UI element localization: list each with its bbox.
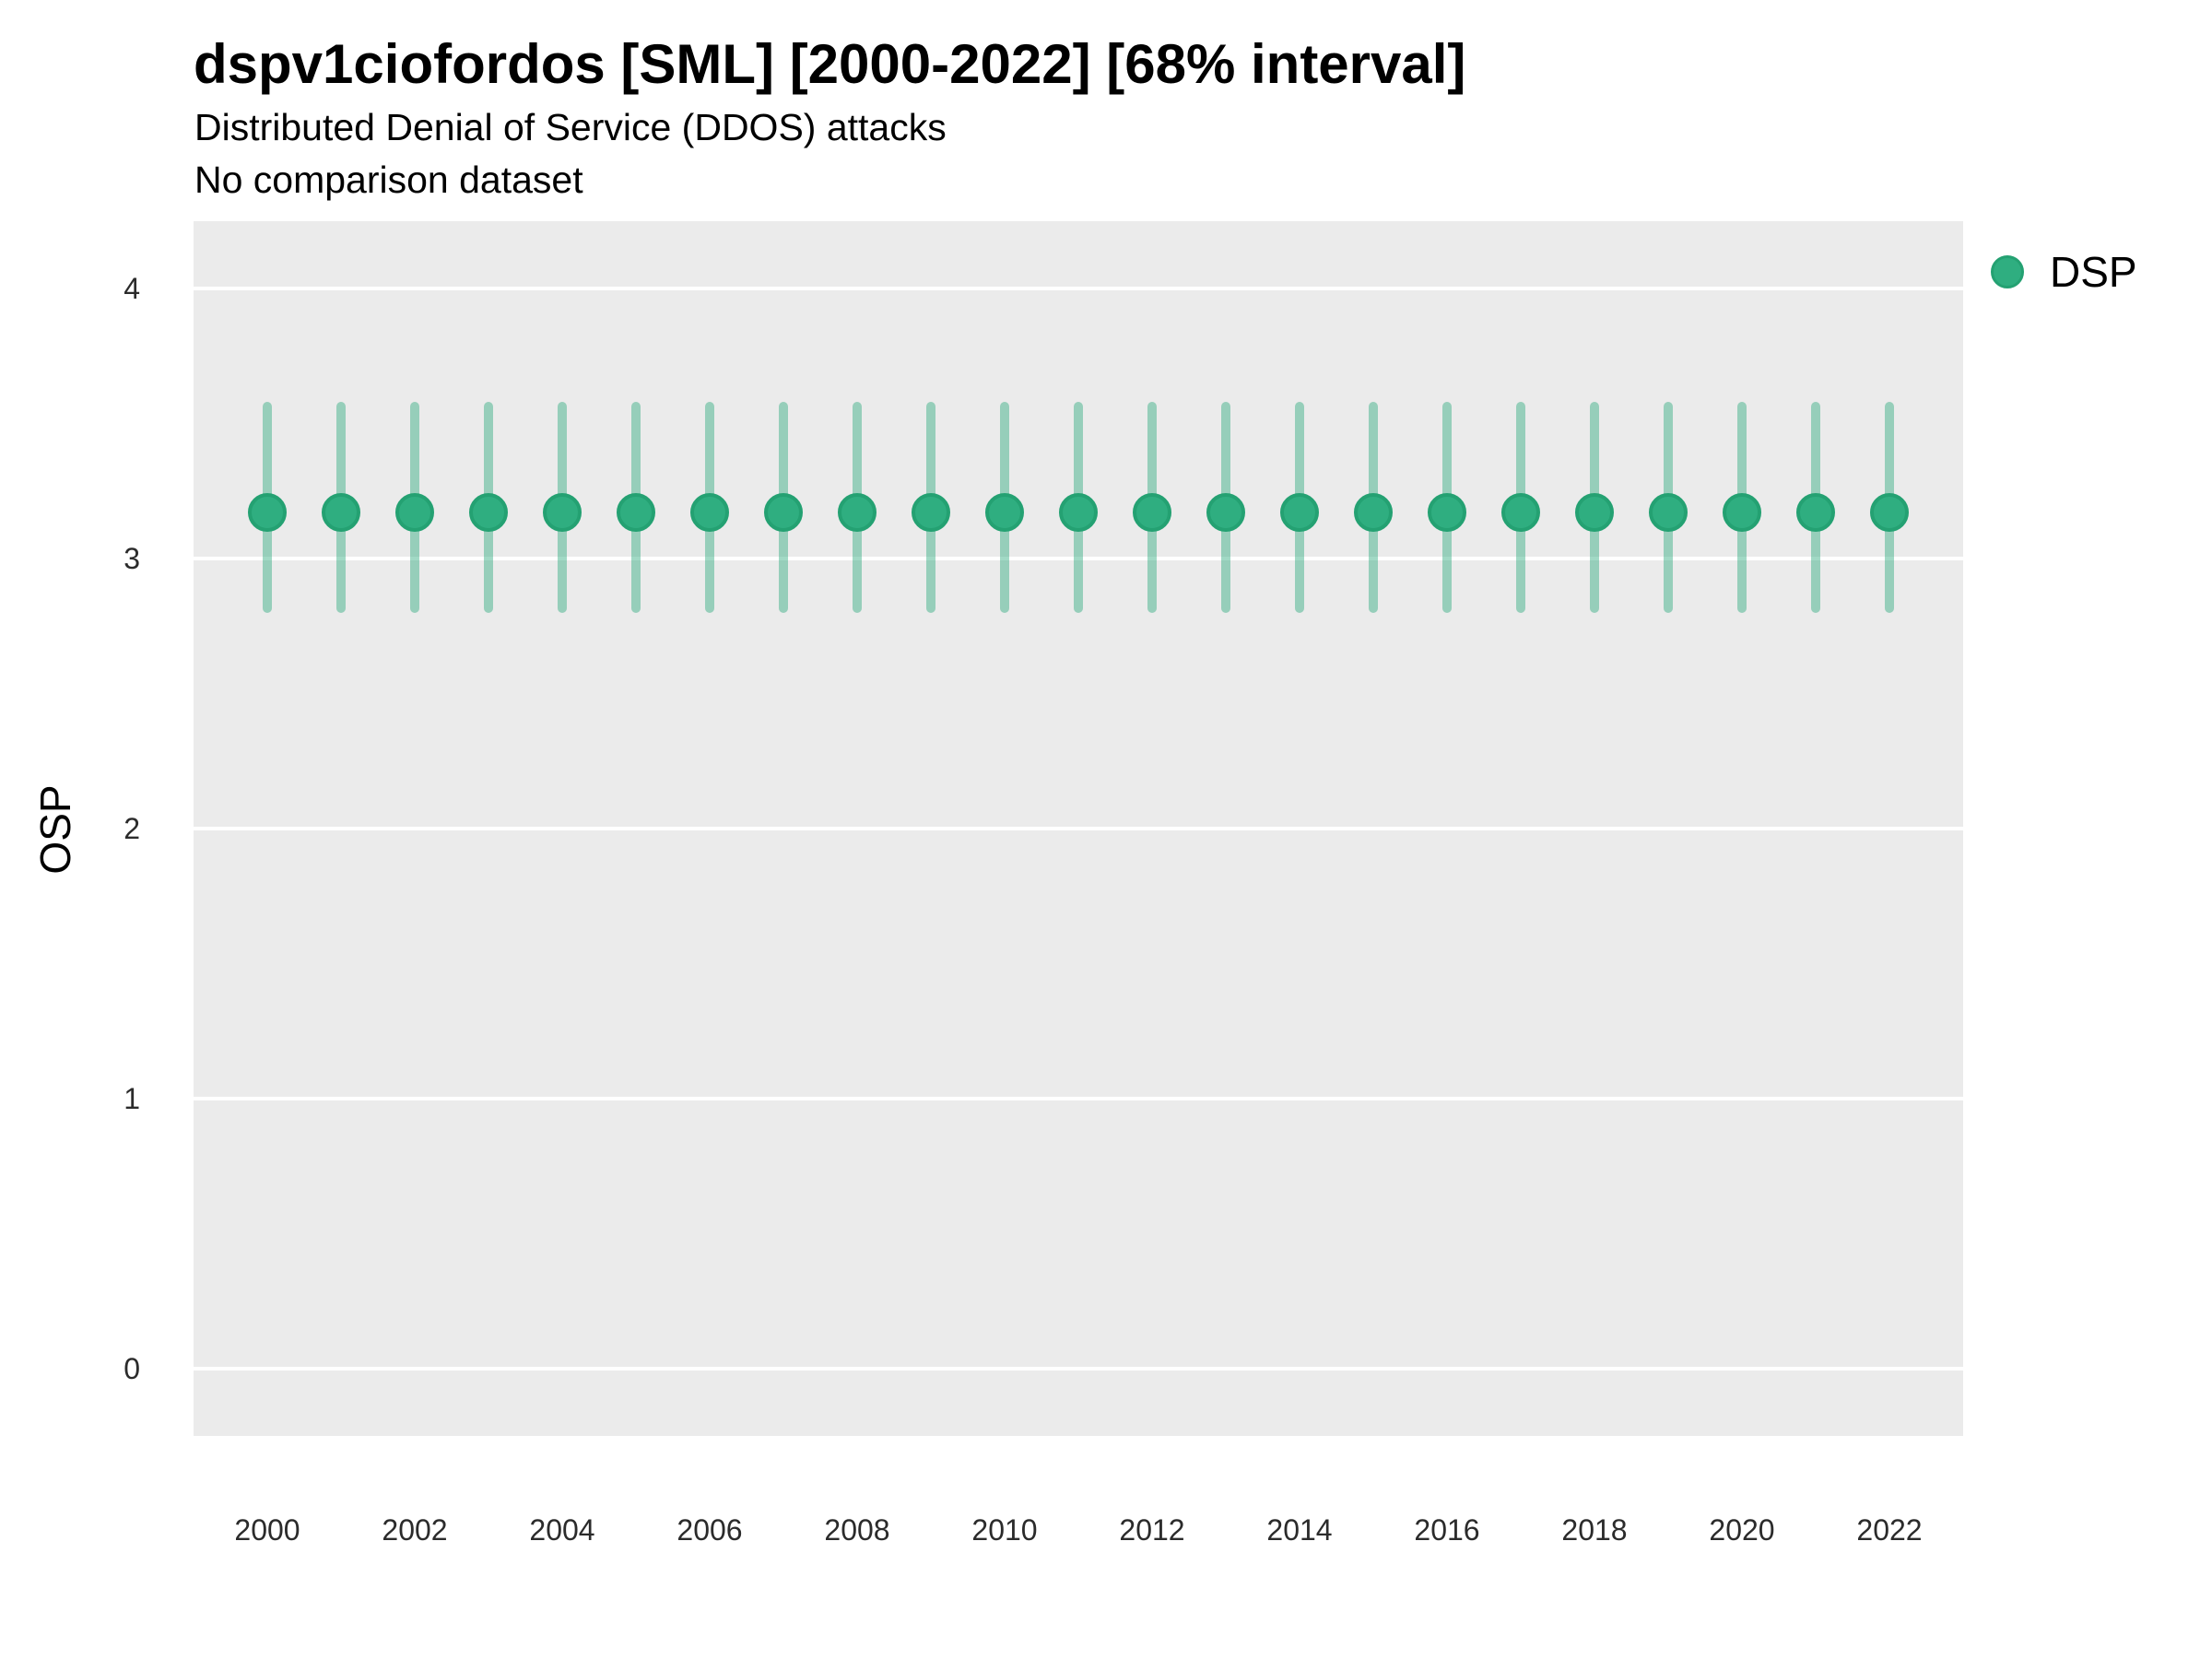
major-gridline-y2	[194, 827, 1963, 830]
data-point-2005	[617, 493, 655, 533]
x-tick-label-2004: 2004	[529, 1513, 595, 1547]
major-gridline-y3	[194, 557, 1963, 561]
data-point-2015	[1354, 493, 1393, 533]
y-tick-label-0: 0	[124, 1351, 140, 1385]
y-tick-label-2: 2	[124, 812, 140, 845]
legend-marker-dot-icon	[1991, 255, 2024, 288]
x-tick-label-2014: 2014	[1266, 1513, 1333, 1547]
data-point-2004	[543, 493, 582, 533]
data-point-2014	[1280, 493, 1319, 533]
data-point-2022	[1870, 493, 1909, 533]
x-tick-label-2000: 2000	[234, 1513, 300, 1547]
x-tick-label-2020: 2020	[1709, 1513, 1775, 1547]
major-gridline-y0	[194, 1366, 1963, 1371]
data-point-2010	[985, 493, 1024, 533]
y-tick-label-1: 1	[124, 1081, 140, 1115]
data-point-2016	[1428, 493, 1466, 533]
major-gridline-y4	[194, 287, 1963, 291]
y-tick-label-3: 3	[124, 542, 140, 576]
major-gridline-y1	[194, 1096, 1963, 1100]
data-point-2017	[1501, 493, 1540, 533]
data-point-2001	[322, 493, 360, 533]
data-point-2020	[1723, 493, 1761, 533]
data-point-2021	[1796, 493, 1835, 533]
data-point-2013	[1206, 493, 1245, 533]
chart-comparison-note: No comparison dataset	[194, 159, 583, 201]
data-point-2018	[1575, 493, 1614, 533]
data-point-2011	[1059, 493, 1098, 533]
chart-subtitle: Distributed Denial of Service (DDOS) att…	[194, 106, 947, 148]
data-point-2007	[764, 493, 803, 533]
x-tick-label-2016: 2016	[1414, 1513, 1480, 1547]
x-tick-label-2018: 2018	[1561, 1513, 1628, 1547]
data-point-2006	[690, 493, 729, 533]
x-tick-label-2002: 2002	[382, 1513, 448, 1547]
x-tick-label-2006: 2006	[677, 1513, 743, 1547]
data-point-2012	[1133, 493, 1171, 533]
data-point-2009	[912, 493, 950, 533]
x-tick-label-2022: 2022	[1856, 1513, 1923, 1547]
x-tick-label-2012: 2012	[1119, 1513, 1185, 1547]
legend-series-label: DSP	[2050, 248, 2137, 296]
data-point-2003	[469, 493, 508, 533]
data-point-2019	[1649, 493, 1688, 533]
data-point-2008	[838, 493, 877, 533]
x-tick-label-2010: 2010	[971, 1513, 1038, 1547]
y-tick-label-4: 4	[124, 272, 140, 306]
chart-title: dspv1ciofordos [SML] [2000-2022] [68% in…	[194, 33, 1466, 95]
data-point-2002	[395, 493, 434, 533]
legend: DSP	[1991, 251, 2137, 293]
plot-panel	[194, 221, 1963, 1436]
data-point-2000	[248, 493, 287, 533]
x-tick-label-2008: 2008	[824, 1513, 890, 1547]
